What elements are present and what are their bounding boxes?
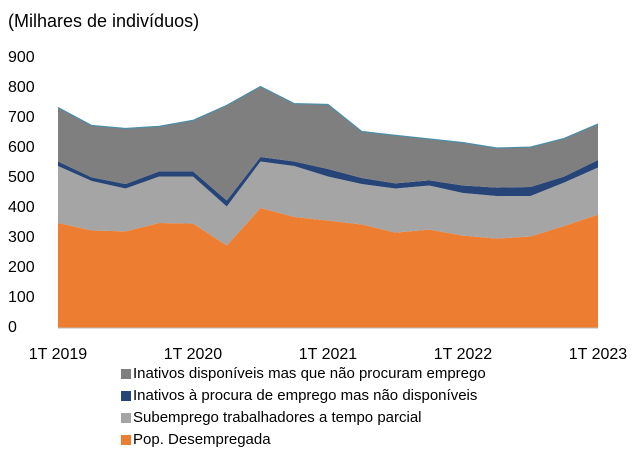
legend-label: Inativos disponíveis mas que não procura…	[133, 365, 486, 382]
y-tick-label: 700	[8, 109, 35, 126]
area	[58, 161, 598, 246]
legend-swatch	[121, 369, 131, 379]
legend-swatch	[121, 435, 131, 445]
x-tick-label: 1T 2019	[29, 346, 88, 363]
x-tick-label: 1T 2022	[434, 346, 493, 363]
y-tick-label: 600	[8, 139, 35, 156]
y-tick-label: 400	[8, 199, 35, 216]
y-tick-label: 100	[8, 289, 35, 306]
chart-subtitle: (Milhares de indivíduos)	[8, 11, 199, 31]
y-tick-label: 300	[8, 229, 35, 246]
area	[58, 208, 598, 328]
legend-swatch	[121, 391, 131, 401]
legend-label: Inativos à procura de emprego mas não di…	[133, 387, 477, 404]
y-tick-label: 900	[8, 49, 35, 66]
y-tick-label: 800	[8, 79, 35, 96]
x-tick-label: 1T 2020	[164, 346, 223, 363]
y-tick-label: 0	[8, 319, 17, 336]
legend-label: Pop. Desempregada	[133, 431, 271, 448]
y-tick-label: 200	[8, 259, 35, 276]
top-edge	[57, 85, 599, 149]
y-tick-label: 500	[8, 169, 35, 186]
legend-swatch	[121, 413, 131, 423]
area	[58, 86, 598, 201]
x-tick-label: 1T 2021	[299, 346, 358, 363]
legend-label: Subemprego trabalhadores a tempo parcial	[133, 409, 422, 426]
x-tick-label: 1T 2023	[569, 346, 628, 363]
